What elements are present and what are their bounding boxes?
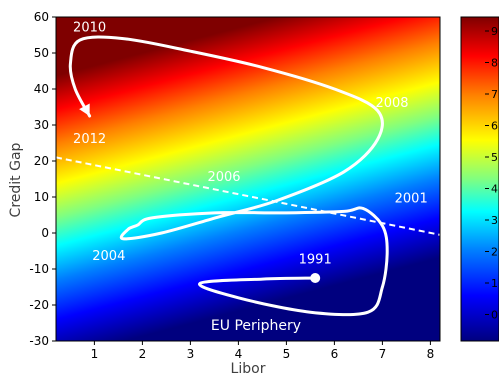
x-axis: 1 2 3 4 5 6 7 8 xyxy=(91,341,435,361)
threshold-line xyxy=(56,156,440,236)
y-tick-label: -30 xyxy=(29,334,49,348)
colorbar-tick-label: 1 xyxy=(491,277,498,290)
year-label: 2006 xyxy=(207,170,240,185)
x-tick-label: 5 xyxy=(283,347,291,361)
colorbar-tick-label: 3 xyxy=(491,214,498,227)
y-tick-label: 30 xyxy=(34,118,49,132)
y-tick-label: 10 xyxy=(34,190,49,204)
plot-overlay: 2010 2012 2008 2006 2001 2004 1991 EU Periphery xyxy=(56,20,440,334)
colorbar-tick-label: 8 xyxy=(491,57,498,70)
y-tick-label: 20 xyxy=(34,154,49,168)
y-tick-label: 40 xyxy=(34,82,49,96)
colorbar-tick-label: 6 xyxy=(491,120,498,133)
trajectory-line xyxy=(68,35,389,317)
x-tick-label: 2 xyxy=(139,347,147,361)
plot-area: 2010 2012 2008 2006 2001 2004 1991 EU Periphery xyxy=(55,16,441,342)
y-axis-label: Credit Gap xyxy=(8,142,24,217)
colorbar-ticks: 9 8 7 6 5 4 3 2 1 0 xyxy=(485,25,498,322)
y-tick-label: -10 xyxy=(29,262,49,276)
colorbar: 9 8 7 6 5 4 3 2 1 0 xyxy=(460,16,499,342)
year-label: 2010 xyxy=(73,20,106,35)
trajectory-arrowhead xyxy=(79,103,90,116)
x-tick-label: 1 xyxy=(91,347,99,361)
colorbar-tick-label: 4 xyxy=(491,183,498,196)
y-axis: -30 -20 -10 0 10 20 30 40 50 60 xyxy=(29,10,56,348)
x-tick-label: 6 xyxy=(331,347,339,361)
colorbar-tick-label: 7 xyxy=(491,88,498,101)
heatmap-background xyxy=(56,17,440,341)
y-tick-label: 50 xyxy=(34,46,49,60)
x-tick-label: 8 xyxy=(427,347,435,361)
y-tick-label: 0 xyxy=(41,226,49,240)
x-tick-label: 4 xyxy=(235,347,243,361)
trajectory-start-marker xyxy=(310,273,321,283)
year-label: 2008 xyxy=(375,96,408,111)
colorbar-tick-label: 9 xyxy=(491,25,498,38)
y-tick-label: 60 xyxy=(34,10,49,24)
series-label: EU Periphery xyxy=(211,318,301,334)
x-tick-label: 3 xyxy=(187,347,195,361)
year-label: 2012 xyxy=(73,132,106,147)
y-tick-label: -20 xyxy=(29,298,49,312)
plot-frame xyxy=(55,16,441,342)
colorbar-tick-label: 0 xyxy=(491,309,498,322)
x-axis-label: Libor xyxy=(231,361,266,377)
x-tick-label: 7 xyxy=(379,347,387,361)
colorbar-gradient xyxy=(460,16,499,342)
year-label: 2004 xyxy=(92,249,125,264)
year-label: 1991 xyxy=(299,253,332,268)
colorbar-tick-label: 2 xyxy=(491,246,498,259)
colorbar-tick-label: 5 xyxy=(491,151,498,164)
year-label: 2001 xyxy=(395,191,428,206)
